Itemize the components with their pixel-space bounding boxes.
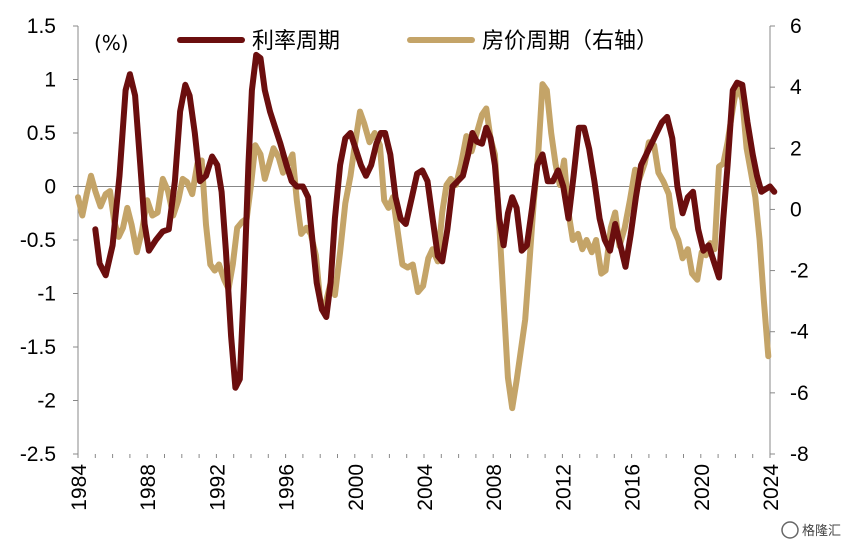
watermark: 格隆汇: [781, 521, 841, 539]
watermark-text: 格隆汇: [802, 523, 841, 539]
series-layer: [75, 51, 778, 412]
unit-label: (%): [94, 31, 129, 55]
right-tick-label: 4: [790, 76, 802, 99]
series-line-house-price-cycle: [75, 81, 772, 412]
right-tick-label: -8: [790, 443, 809, 466]
x-tick-label: 1988: [137, 464, 160, 511]
x-tick-label: 1984: [68, 464, 91, 511]
left-tick-label: 1: [44, 69, 56, 92]
right-tick-label: 2: [790, 137, 802, 160]
right-tick-label: -4: [790, 321, 809, 344]
series-line-rate-cycle: [92, 51, 778, 391]
left-tick-label: -1: [37, 283, 56, 306]
x-tick-label: 1996: [276, 464, 299, 511]
x-tick-label: 2004: [414, 464, 437, 511]
x-tick-label: 1992: [206, 464, 229, 511]
left-tick-label: -2: [37, 390, 56, 413]
watermark-logo-icon: [781, 521, 799, 539]
right-tick-label: 6: [790, 15, 802, 38]
right-tick-label: -6: [790, 382, 809, 405]
right-tick-label: -2: [790, 260, 809, 283]
left-tick-label: 0.5: [27, 122, 56, 145]
legend-label: 房价周期（右轴）: [482, 29, 658, 54]
legend: 利率周期 房价周期（右轴）: [177, 29, 658, 54]
left-tick-label: 0: [44, 176, 56, 199]
left-tick-label: -2.5: [20, 443, 56, 466]
left-tick-label: -0.5: [20, 229, 56, 252]
x-tick-label: 2020: [691, 464, 714, 511]
x-tick-label: 2000: [345, 464, 368, 511]
right-tick-label: 0: [790, 198, 802, 221]
axes: [73, 25, 775, 458]
tick-labels: 1.5 1 0.5 0 -0.5 -1 -1.5 -2 -2.5 6 4 2 0 -2 -4 -6 -8 1984…: [20, 15, 809, 511]
x-tick-label: 2016: [622, 464, 645, 511]
left-tick-label: -1.5: [20, 336, 56, 359]
left-tick-label: 1.5: [27, 15, 56, 38]
x-tick-label: 2008: [483, 464, 506, 511]
x-tick-label: 2012: [552, 464, 575, 511]
legend-label: 利率周期: [252, 29, 340, 54]
x-tick-label: 2024: [760, 464, 783, 511]
